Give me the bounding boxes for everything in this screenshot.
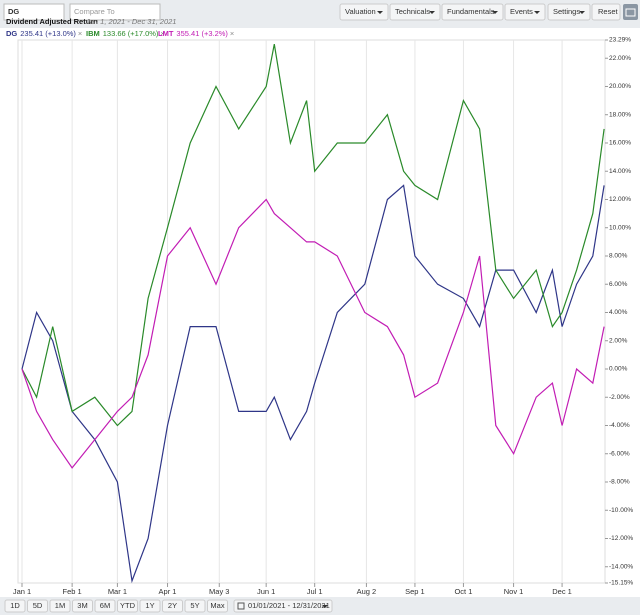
- reset-label: Reset: [598, 7, 619, 16]
- y-tick-label: 14.00%: [609, 168, 631, 175]
- y-tick-label: -14.00%: [609, 563, 633, 570]
- range-button[interactable]: [207, 599, 228, 613]
- y-tick-label: -8.00%: [609, 479, 630, 486]
- x-tick-label: Jul 1: [307, 587, 323, 596]
- date-range-button[interactable]: [233, 599, 333, 613]
- y-tick-label: 12.00%: [609, 196, 631, 203]
- menu-label: Valuation: [345, 7, 376, 16]
- y-tick-label: -15.15%: [609, 580, 633, 587]
- y-tick-label: -12.00%: [609, 535, 633, 542]
- range-label: 5D: [33, 601, 43, 610]
- y-tick-label: 4.00%: [609, 309, 628, 316]
- y-tick-label: 22.00%: [609, 55, 631, 62]
- series-line: [21, 184, 605, 584]
- y-tick-label: 18.00%: [609, 111, 631, 118]
- x-tick-label: Jun 1: [257, 587, 275, 596]
- compare-placeholder: Compare To: [74, 7, 115, 16]
- x-tick-label: Apr 1: [159, 587, 177, 596]
- date-caret: [322, 605, 328, 608]
- chart-subtitle: Jan 1, 2021 - Dec 31, 2021: [85, 17, 176, 26]
- legend-remove[interactable]: ×: [78, 29, 82, 38]
- x-tick-label: Nov 1: [504, 587, 524, 596]
- y-tick-label: -6.00%: [609, 450, 630, 457]
- chart-title: Dividend Adjusted Return: [6, 17, 98, 26]
- range-button[interactable]: [94, 599, 116, 613]
- x-tick-label: Feb 1: [63, 587, 82, 596]
- y-tick-label: -10.00%: [609, 507, 633, 514]
- y-tick-label: 16.00%: [609, 140, 631, 147]
- camera-icon: [625, 8, 636, 17]
- menu-label: Settings: [553, 7, 580, 16]
- range-button[interactable]: [4, 599, 26, 613]
- range-label: 2Y: [168, 601, 177, 610]
- y-tick-label: 0.00%: [609, 366, 628, 373]
- reset-button[interactable]: [591, 3, 621, 21]
- range-label: 1M: [55, 601, 65, 610]
- menu-button[interactable]: [547, 3, 591, 21]
- x-tick-label: Oct 1: [454, 587, 472, 596]
- menu-label: Technicals: [395, 7, 430, 16]
- menu-caret: [429, 11, 435, 14]
- x-tick-label: Sep 1: [405, 587, 425, 596]
- range-button[interactable]: [49, 599, 71, 613]
- compare-input[interactable]: [69, 3, 161, 21]
- menu-caret: [579, 11, 585, 14]
- menu-button[interactable]: [339, 3, 389, 21]
- date-range-label: 01/01/2021 - 12/31/2021: [248, 601, 330, 610]
- range-label: Max: [210, 601, 224, 610]
- menu-caret: [377, 11, 383, 14]
- menu-caret: [492, 11, 498, 14]
- range-label: YTD: [120, 601, 136, 610]
- symbol-input[interactable]: [3, 3, 65, 21]
- legend-label: 355.41 (+3.2%): [176, 29, 228, 38]
- menu-caret: [534, 11, 540, 14]
- legend-name: DG: [6, 29, 17, 38]
- range-label: 3M: [77, 601, 87, 610]
- y-tick-label: 6.00%: [609, 281, 628, 288]
- legend-name: LMT: [158, 29, 174, 38]
- legend-remove[interactable]: ×: [230, 29, 234, 38]
- range-button[interactable]: [139, 599, 161, 613]
- y-tick-label: 2.00%: [609, 337, 628, 344]
- series-line: [21, 43, 605, 427]
- y-tick-label: -2.00%: [609, 394, 630, 401]
- range-label: 6M: [100, 601, 110, 610]
- x-tick-label: Jan 1: [13, 587, 31, 596]
- menu-label: Events: [510, 7, 533, 16]
- y-tick-label: 20.00%: [609, 83, 631, 90]
- range-label: 1D: [10, 601, 20, 610]
- range-button[interactable]: [184, 599, 206, 613]
- range-label: 1Y: [145, 601, 154, 610]
- range-button[interactable]: [162, 599, 183, 613]
- x-tick-label: Mar 1: [108, 587, 127, 596]
- x-tick-label: Dec 1: [552, 587, 572, 596]
- x-tick-label: Aug 2: [357, 587, 377, 596]
- y-tick-label: 10.00%: [609, 224, 631, 231]
- range-button[interactable]: [117, 599, 138, 613]
- range-label: 5Y: [190, 601, 199, 610]
- y-tick-label: 23.29%: [609, 37, 631, 44]
- legend-label: 133.66 (+17.0%): [103, 29, 159, 38]
- range-button[interactable]: [72, 599, 93, 613]
- legend-label: 235.41 (+13.0%): [20, 29, 76, 38]
- y-tick-label: -4.00%: [609, 422, 630, 429]
- menu-button[interactable]: [441, 3, 504, 21]
- menu-label: Fundamentals: [447, 7, 495, 16]
- calendar-icon: [237, 602, 245, 610]
- y-tick-label: 8.00%: [609, 253, 628, 260]
- menu-button[interactable]: [389, 3, 441, 21]
- camera-button[interactable]: [623, 4, 638, 20]
- legend-name: IBM: [86, 29, 100, 38]
- menu-button[interactable]: [504, 3, 546, 21]
- series-line: [21, 198, 605, 469]
- legend-remove[interactable]: ×: [160, 29, 164, 38]
- plot-area: [17, 39, 606, 584]
- x-tick-label: May 3: [209, 587, 229, 596]
- range-button[interactable]: [27, 599, 48, 613]
- symbol-text: DG: [8, 7, 19, 16]
